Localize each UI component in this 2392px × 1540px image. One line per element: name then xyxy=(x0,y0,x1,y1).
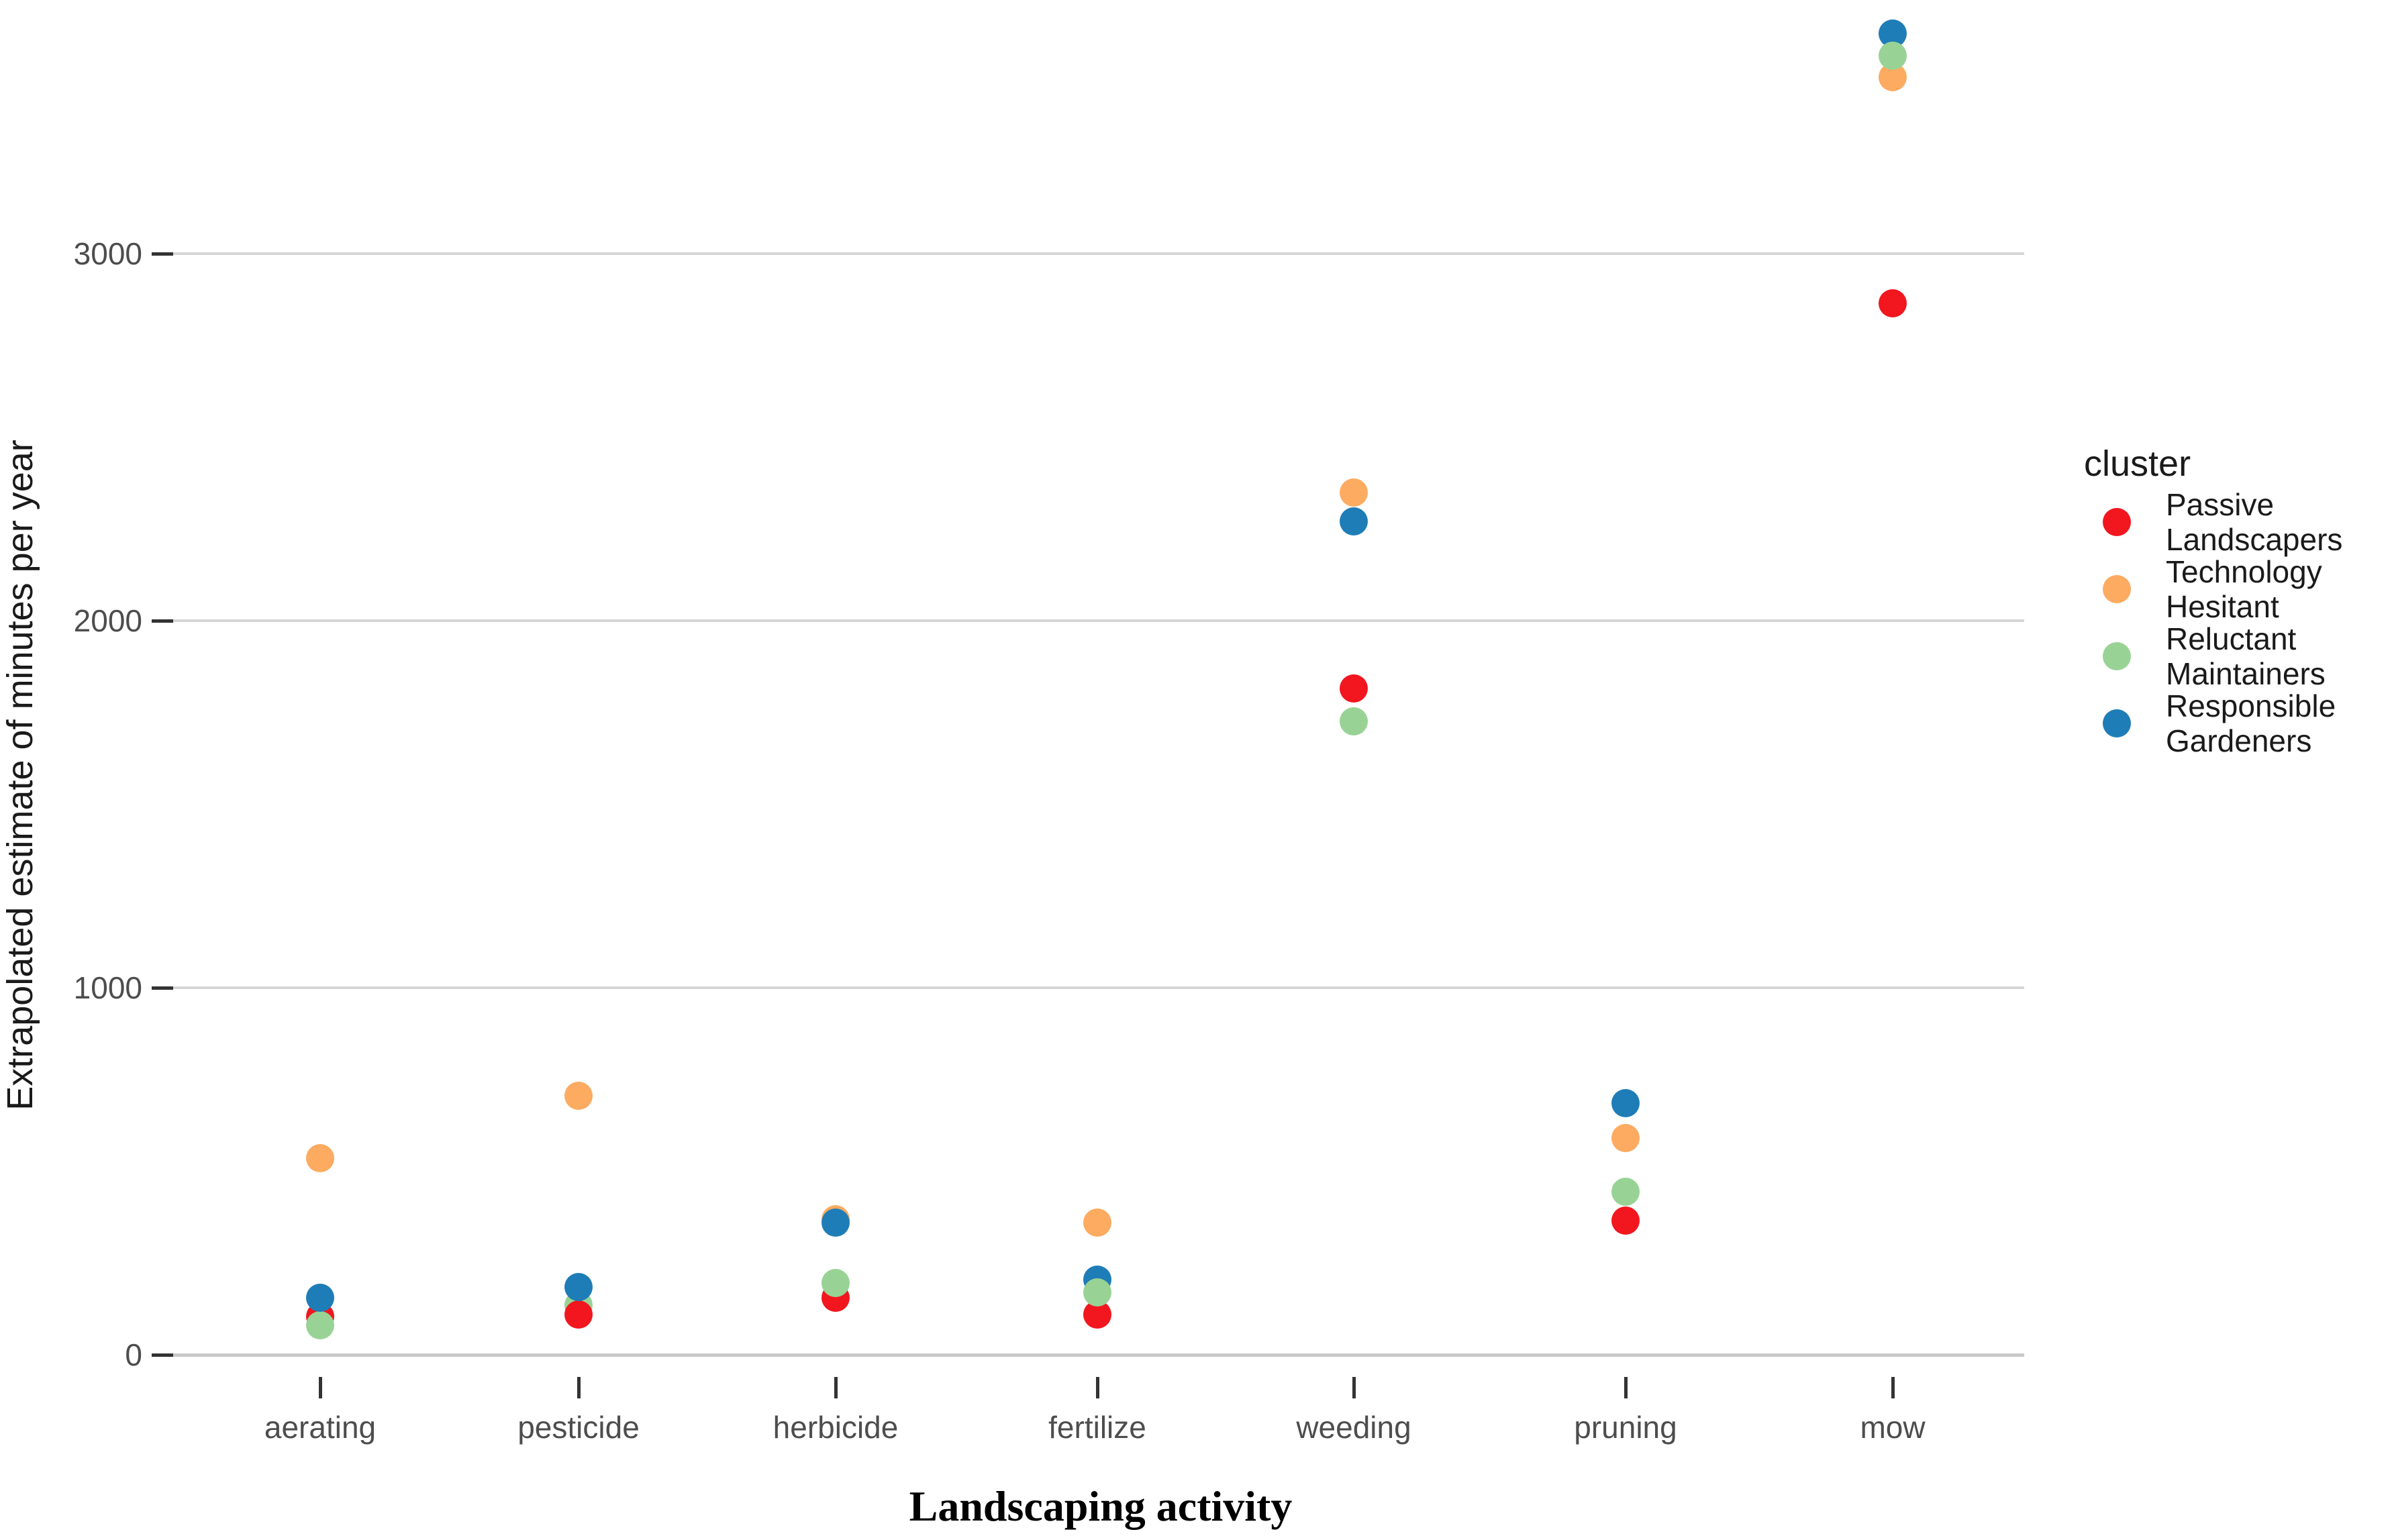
gridline-y-1000 xyxy=(169,986,2024,989)
point-passive-landscapers-pesticide xyxy=(564,1300,593,1329)
y-tick-label-1000: 1000 xyxy=(73,970,142,1005)
x-tick-mark-pruning xyxy=(1624,1377,1628,1398)
x-tick-label-pruning: pruning xyxy=(1574,1410,1677,1445)
point-reluctant-maintainers-aerating xyxy=(306,1311,334,1340)
legend-label-passive-landscapers: Passive Landscapers xyxy=(2166,487,2343,557)
y-tick-mark-0 xyxy=(152,1353,173,1357)
x-axis-title: Landscaping activity xyxy=(909,1482,1293,1530)
point-passive-landscapers-mow xyxy=(1879,289,1907,317)
x-tick-mark-pesticide xyxy=(577,1377,581,1398)
point-technology-hesitant-pesticide xyxy=(564,1082,593,1111)
point-reluctant-maintainers-fertilize xyxy=(1083,1278,1111,1306)
x-tick-mark-herbicide xyxy=(834,1377,838,1398)
x-tick-label-weeding: weeding xyxy=(1296,1410,1411,1445)
x-tick-label-fertilize: fertilize xyxy=(1048,1410,1146,1445)
point-responsible-gardeners-aerating xyxy=(306,1284,334,1313)
y-axis-title: Extrapolated estimate of minutes per yea… xyxy=(0,440,40,1111)
y-tick-mark-1000 xyxy=(152,986,173,990)
legend-label-responsible-gardeners: Responsible Gardeners xyxy=(2166,688,2336,758)
point-responsible-gardeners-pesticide xyxy=(564,1272,593,1301)
x-tick-label-pesticide: pesticide xyxy=(517,1410,640,1445)
point-responsible-gardeners-pruning xyxy=(1611,1089,1640,1118)
point-responsible-gardeners-weeding xyxy=(1340,507,1368,536)
legend-label-technology-hesitant: Technology Hesitant xyxy=(2166,554,2322,624)
gridline-y-0 xyxy=(169,1353,2024,1357)
legend-swatch-passive-landscapers xyxy=(2103,508,2131,536)
point-reluctant-maintainers-weeding xyxy=(1340,707,1368,736)
x-tick-mark-aerating xyxy=(319,1377,322,1398)
point-technology-hesitant-weeding xyxy=(1340,478,1368,507)
point-technology-hesitant-fertilize xyxy=(1083,1209,1111,1237)
y-tick-label-0: 0 xyxy=(125,1337,142,1372)
point-passive-landscapers-weeding xyxy=(1340,674,1368,703)
legend-label-reluctant-maintainers: Reluctant Maintainers xyxy=(2166,621,2326,691)
gridline-y-2000 xyxy=(169,619,2024,622)
point-technology-hesitant-aerating xyxy=(306,1144,334,1173)
point-reluctant-maintainers-pruning xyxy=(1611,1177,1640,1206)
legend-swatch-reluctant-maintainers xyxy=(2103,642,2131,670)
point-reluctant-maintainers-herbicide xyxy=(821,1269,850,1298)
point-responsible-gardeners-herbicide xyxy=(821,1209,850,1237)
point-technology-hesitant-pruning xyxy=(1611,1124,1640,1153)
legend-swatch-technology-hesitant xyxy=(2103,575,2131,603)
legend-title: cluster xyxy=(2084,444,2191,484)
x-tick-mark-weeding xyxy=(1352,1377,1356,1398)
x-tick-mark-mow xyxy=(1891,1377,1895,1398)
x-tick-label-mow: mow xyxy=(1860,1410,1926,1445)
y-tick-label-3000: 3000 xyxy=(73,236,142,271)
legend-swatch-responsible-gardeners xyxy=(2103,709,2131,737)
y-tick-mark-2000 xyxy=(152,619,173,623)
point-passive-landscapers-pruning xyxy=(1611,1207,1640,1235)
y-tick-label-2000: 2000 xyxy=(73,603,142,638)
point-reluctant-maintainers-mow xyxy=(1879,41,1907,70)
x-tick-label-herbicide: herbicide xyxy=(773,1410,899,1445)
gridline-y-3000 xyxy=(169,252,2024,255)
x-tick-label-aerating: aerating xyxy=(264,1410,377,1445)
x-tick-mark-fertilize xyxy=(1096,1377,1099,1398)
y-tick-mark-3000 xyxy=(152,252,173,256)
